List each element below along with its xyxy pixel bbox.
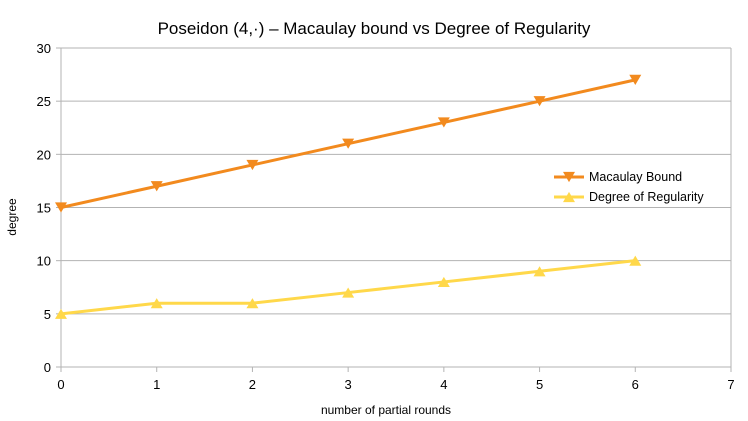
axes bbox=[56, 47, 732, 372]
x-tick-label-7: 7 bbox=[727, 377, 734, 392]
series-1 bbox=[55, 255, 642, 319]
legend-label-0: Macaulay Bound bbox=[589, 170, 682, 184]
data-point-0-0 bbox=[55, 202, 67, 213]
series-group bbox=[55, 74, 642, 319]
data-point-1-6 bbox=[629, 255, 642, 266]
legend-item-0: Macaulay Bound bbox=[554, 170, 682, 184]
data-point-1-3 bbox=[342, 287, 355, 298]
y-tick-label-5: 5 bbox=[44, 307, 51, 322]
x-tick-label-6: 6 bbox=[632, 377, 639, 392]
legend-item-1: Degree of Regularity bbox=[554, 190, 704, 204]
y-tick-labels: 0 5 10 15 20 25 30 bbox=[37, 41, 51, 375]
y-tick-label-30: 30 bbox=[37, 41, 51, 56]
x-tick-label-0: 0 bbox=[57, 377, 64, 392]
chart-title: Poseidon (4,·) – Macaulay bound vs Degre… bbox=[158, 19, 591, 38]
data-point-0-3 bbox=[342, 138, 355, 149]
x-tick-label-4: 4 bbox=[440, 377, 447, 392]
data-point-1-2 bbox=[246, 298, 259, 309]
series-line-1 bbox=[60, 259, 636, 316]
y-tick-label-10: 10 bbox=[37, 254, 51, 269]
data-point-0-6 bbox=[629, 74, 642, 85]
legend: Macaulay Bound Degree of Regularity bbox=[554, 170, 704, 204]
data-point-1-1 bbox=[150, 298, 163, 309]
series-0 bbox=[55, 74, 642, 213]
data-point-1-5 bbox=[533, 266, 546, 277]
data-point-0-4 bbox=[437, 117, 450, 128]
x-tick-label-5: 5 bbox=[536, 377, 543, 392]
data-point-0-2 bbox=[246, 159, 259, 171]
x-tick-label-1: 1 bbox=[153, 377, 160, 392]
data-point-0-5 bbox=[533, 96, 546, 107]
y-tick-label-15: 15 bbox=[37, 201, 51, 216]
legend-label-1: Degree of Regularity bbox=[589, 190, 704, 204]
legend-marker-0 bbox=[563, 171, 575, 183]
y-tick-label-20: 20 bbox=[37, 147, 51, 162]
y-tick-label-25: 25 bbox=[37, 94, 51, 109]
x-tick-label-3: 3 bbox=[345, 377, 352, 392]
x-tick-label-2: 2 bbox=[249, 377, 256, 392]
legend-marker-1 bbox=[563, 191, 575, 203]
data-point-1-4 bbox=[437, 276, 450, 288]
gridlines bbox=[61, 47, 731, 368]
data-point-1-0 bbox=[55, 308, 67, 319]
y-tick-label-0: 0 bbox=[44, 360, 51, 375]
x-axis-title: number of partial rounds bbox=[321, 403, 451, 417]
data-point-0-1 bbox=[150, 181, 163, 192]
x-tick-labels: 0 1 2 3 4 5 6 7 bbox=[57, 377, 734, 392]
y-axis-title: degree bbox=[5, 198, 19, 236]
